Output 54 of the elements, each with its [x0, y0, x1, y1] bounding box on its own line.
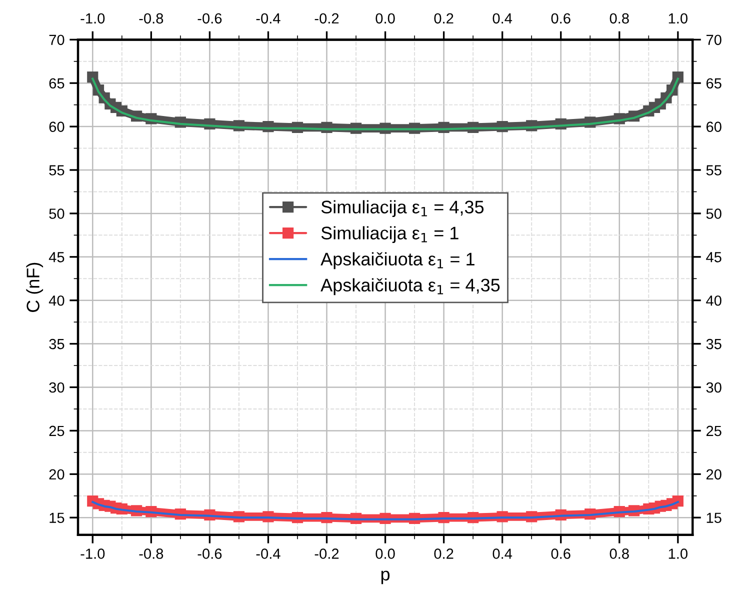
x2-tick-label: -0.6 [198, 13, 222, 24]
x2-tick-label: -0.8 [139, 13, 164, 24]
y2-tick-label: 25 [706, 426, 722, 436]
y2-tick-label: 60 [706, 122, 722, 132]
y2-tick-label: 35 [706, 338, 722, 350]
point [87, 71, 98, 83]
y2-tick-label: 45 [706, 252, 722, 262]
y-tick-label: 60 [49, 122, 64, 132]
y-tick-label: 20 [49, 469, 64, 480]
y2-tick-label: 15 [706, 512, 722, 524]
x2-tick-label: 0.4 [492, 13, 512, 24]
x2-tick-label: 0.6 [551, 13, 570, 24]
x2-tick-label: -1.0 [80, 13, 105, 24]
x-tick-label: 0.6 [551, 548, 570, 559]
y2-tick-label: 55 [706, 165, 722, 176]
legend-label: Apskaičiuota ε$_{1}$ = 4,35 [320, 278, 500, 296]
x-tick-label: 0.8 [610, 548, 629, 559]
y-tick-label: 55 [49, 165, 64, 176]
x-tick-label: -0.2 [314, 548, 339, 559]
y-tick-label: 40 [48, 295, 64, 306]
y-tick-label: 65 [49, 78, 64, 89]
x2-tick-label: 0.2 [434, 13, 454, 24]
y2-tick-label: 50 [706, 208, 722, 219]
legend-label: Apskaičiuota ε$_{1}$ = 1 [320, 252, 474, 270]
y2-tick-label: 40 [706, 295, 722, 306]
x-tick-label: -0.6 [198, 548, 222, 559]
y-tick-label: 30 [49, 382, 64, 393]
x2-tick-label: -0.4 [256, 13, 280, 24]
y-tick-label: 25 [49, 426, 64, 436]
x-tick-label: -0.8 [139, 548, 164, 559]
x-tick-label: 0.0 [376, 548, 395, 559]
y-axis-title: C (nF) [26, 262, 44, 312]
x2-tick-label: 1.0 [668, 13, 688, 24]
y2-tick-label: 30 [706, 382, 722, 393]
x-tick-label: 0.2 [434, 548, 454, 559]
x-tick-label: 1.0 [668, 548, 688, 559]
legend-label: Simuliacija ε$_{1}$ = 1 [321, 226, 458, 244]
y-tick-label: 50 [49, 208, 64, 219]
x2-tick-label: -0.2 [314, 13, 339, 24]
x2-tick-label: 0.0 [376, 13, 395, 24]
legend-label: Simuliacija ε$_{1}$ = 4,35 [321, 200, 484, 218]
y-tick-label: 15 [50, 512, 64, 524]
x-tick-label: 0.4 [492, 548, 512, 559]
x-tick-label: -0.4 [256, 548, 280, 559]
x-tick-label: -1.0 [80, 548, 105, 559]
y2-tick-label: 70 [706, 34, 722, 46]
x2-tick-label: 0.8 [610, 13, 629, 24]
y-tick-label: 45 [48, 252, 64, 262]
y-tick-label: 70 [49, 34, 64, 46]
y2-tick-label: 20 [706, 469, 722, 480]
y-tick-label: 35 [49, 338, 64, 350]
y2-tick-label: 65 [706, 78, 722, 89]
point [672, 71, 684, 83]
x-axis-title: p [381, 570, 390, 584]
